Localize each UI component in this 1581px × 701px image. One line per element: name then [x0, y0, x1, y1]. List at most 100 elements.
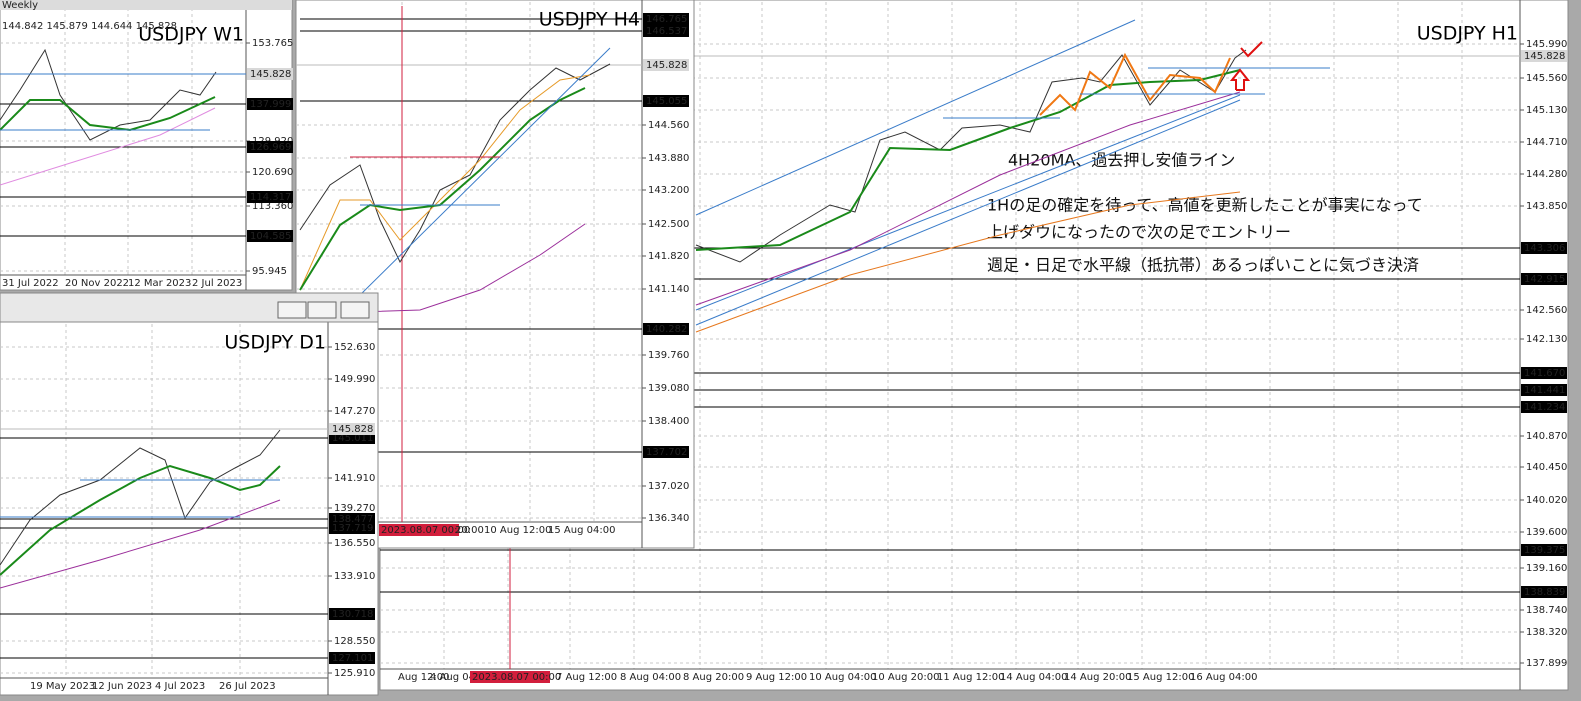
price-box — [643, 25, 689, 37]
price-line-label: 141.441 — [1524, 385, 1565, 396]
price-label: 139.600 — [1526, 527, 1567, 538]
price-label: 133.910 — [334, 571, 375, 582]
price-label: 128.550 — [334, 636, 375, 647]
current-price-box — [1521, 50, 1567, 62]
price-label: 138.320 — [1526, 627, 1567, 638]
chart-title: USDJPY W1 — [138, 24, 244, 46]
price-label: 144.710 — [1526, 137, 1567, 148]
price-line-label: 146.537 — [646, 26, 687, 37]
window-d1: 152.630 149.990 147.270 141.910 139.270 136.5… — [0, 292, 379, 696]
channel-line — [695, 99, 1241, 326]
price-label: 147.270 — [334, 406, 375, 417]
annotation: 4H20MA、過去押し安値ライン — [1008, 151, 1235, 170]
price-label: 145.130 — [1526, 105, 1567, 116]
price-label: 152.630 — [334, 342, 375, 353]
time-label: 20:00 — [455, 525, 484, 536]
price-line-label: 138.839 — [1524, 587, 1565, 598]
time-label: 4 Jul 2023 — [155, 681, 205, 692]
time-label: 11 Aug 12:00 — [937, 672, 1004, 683]
time-label: 8 Aug 20:00 — [683, 672, 744, 683]
price-label: 140.870 — [1526, 431, 1567, 442]
close-button[interactable] — [340, 301, 370, 319]
price-line-label: 141.234 — [1524, 402, 1565, 413]
price-line-label: 130.718 — [332, 609, 373, 620]
price-box — [247, 141, 293, 153]
price-line-label: 137.719 — [332, 523, 373, 534]
window-header: Weekly — [2, 0, 38, 11]
price-box — [247, 230, 293, 242]
time-label: 2 Jul 2023 — [192, 278, 242, 289]
time-label: Aug 12:00 — [398, 672, 450, 683]
time-label: 31 Jul 2022 — [2, 278, 59, 289]
price-label: 138.740 — [1526, 605, 1567, 616]
price-line-label: 127.101 — [332, 653, 373, 664]
annotation: 1Hの足の確定を待って、高値を更新したことが事実になって — [987, 196, 1423, 215]
ohlc-header: 144.842 145.879 144.644 145.828 — [2, 21, 177, 32]
minimize-button[interactable] — [277, 301, 307, 319]
trend-line — [354, 47, 611, 301]
price-line-label: 138.477 — [332, 514, 373, 525]
price-box — [643, 13, 689, 25]
price-label: 139.270 — [334, 503, 375, 514]
time-label: 14 Aug 04:00 — [1000, 672, 1067, 683]
time-label: 10 Aug 12:00 — [484, 525, 551, 536]
time-label: 7 Aug 12:00 — [556, 672, 617, 683]
cursor-time: 2023.08.07 00:00 — [381, 525, 470, 536]
price-box — [643, 446, 689, 458]
price-label: 142.500 — [648, 219, 689, 230]
price-label: 145.560 — [1526, 73, 1567, 84]
price-line-label: 145.011 — [332, 433, 373, 444]
time-label: 8 Aug 04:00 — [620, 672, 681, 683]
cursor-time-box — [379, 524, 459, 536]
chart-title: USDJPY D1 — [224, 332, 326, 354]
price-box — [1521, 273, 1567, 285]
price-label: 141.910 — [334, 473, 375, 484]
price-line-label: 139.375 — [1524, 545, 1565, 556]
time-label: 26 Jul 2023 — [219, 681, 276, 692]
zigzag — [1039, 52, 1231, 116]
price-line-label: 137.702 — [646, 447, 687, 458]
price-label: 140.450 — [1526, 462, 1567, 473]
price-line-label: 114.317 — [250, 192, 291, 203]
current-price: 145.828 — [332, 424, 373, 435]
price-label: 144.280 — [1526, 169, 1567, 180]
ma-pink — [0, 107, 216, 186]
ma-purple — [695, 91, 1241, 306]
price-box — [247, 98, 293, 110]
ma-green — [0, 464, 281, 576]
ma-green — [695, 69, 1241, 251]
price-line-label: 104.585 — [250, 231, 291, 242]
price-line-label: 140.282 — [646, 324, 687, 335]
price-label: 141.820 — [648, 251, 689, 262]
price — [0, 429, 281, 566]
price-line-label: 141.670 — [1524, 368, 1565, 379]
price-label: 140.020 — [1526, 495, 1567, 506]
cursor-time: 2023.08.07 00:00 — [472, 672, 561, 683]
channel-line — [695, 94, 1241, 311]
price-label: 137.899 — [1526, 658, 1567, 669]
price-line-label: 145.055 — [646, 96, 687, 107]
time-label: 15 Aug 12:00 — [1127, 672, 1194, 683]
ma-orange — [695, 191, 1241, 333]
price-label: 136.550 — [334, 538, 375, 549]
price-label: 142.560 — [1526, 305, 1567, 316]
window-titlebar — [0, 0, 292, 10]
maximize-button[interactable] — [307, 301, 337, 319]
chart-background — [0, 321, 379, 696]
time-label: 12 Jun 2023 — [92, 681, 152, 692]
price-label: 153.765 — [252, 38, 293, 49]
price-label: 95.945 — [252, 266, 287, 277]
price-line-label: 137.999 — [250, 99, 291, 110]
price-box — [247, 191, 293, 203]
current-price: 145.828 — [646, 60, 687, 71]
price-label: 120.690 — [252, 167, 293, 178]
ma-green — [0, 96, 216, 132]
price-box — [643, 95, 689, 107]
price-label: 139.760 — [648, 350, 689, 361]
price-box — [329, 652, 375, 664]
time-label: 16 Aug 04:00 — [1190, 672, 1257, 683]
price-label: 143.200 — [648, 185, 689, 196]
time-label: 10 Aug 04:00 — [809, 672, 876, 683]
